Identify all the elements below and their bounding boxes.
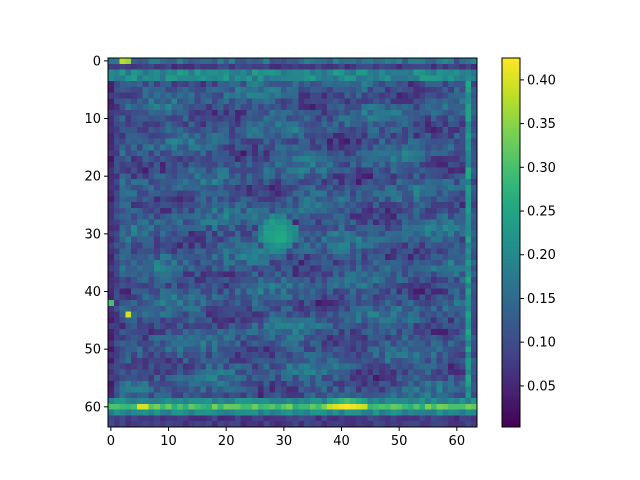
colorbar-tick-label: 0.05 (527, 379, 556, 394)
colorbar-tick-label: 0.30 (527, 161, 556, 176)
x-tick-label: 40 (333, 434, 350, 449)
y-tick-label: 30 (84, 227, 101, 242)
heatmap-image (108, 58, 477, 427)
colorbar-tick-label: 0.15 (527, 292, 556, 307)
x-tick-label: 60 (449, 434, 466, 449)
x-tick-label: 20 (218, 434, 235, 449)
x-tick-label: 10 (160, 434, 177, 449)
colorbar-tick-label: 0.35 (527, 117, 556, 132)
colorbar-tick-label: 0.10 (527, 336, 556, 351)
y-tick-label: 10 (84, 112, 101, 127)
x-tick-label: 30 (276, 434, 293, 449)
y-tick-label: 0 (93, 54, 101, 69)
colorbar-frame (501, 57, 521, 428)
y-tick-label: 50 (84, 343, 101, 358)
y-tick-label: 20 (84, 170, 101, 185)
y-axis-ticks: 0 10 20 30 40 50 60 (84, 54, 108, 415)
x-axis-ticks: 0 10 20 30 40 50 60 (107, 427, 465, 449)
x-tick-label: 0 (107, 434, 115, 449)
heatmap-frame (107, 57, 478, 428)
x-tick-label: 50 (391, 434, 408, 449)
colorbar-tick-label: 0.25 (527, 205, 556, 220)
colorbar-gradient (502, 58, 520, 427)
colorbar-ticks: 0.05 0.10 0.15 0.20 0.25 0.30 0.35 0.40 (520, 73, 556, 394)
colorbar-tick-label: 0.40 (527, 73, 556, 88)
colorbar-tick-label: 0.20 (527, 248, 556, 263)
y-tick-label: 60 (84, 400, 101, 415)
y-tick-label: 40 (84, 285, 101, 300)
